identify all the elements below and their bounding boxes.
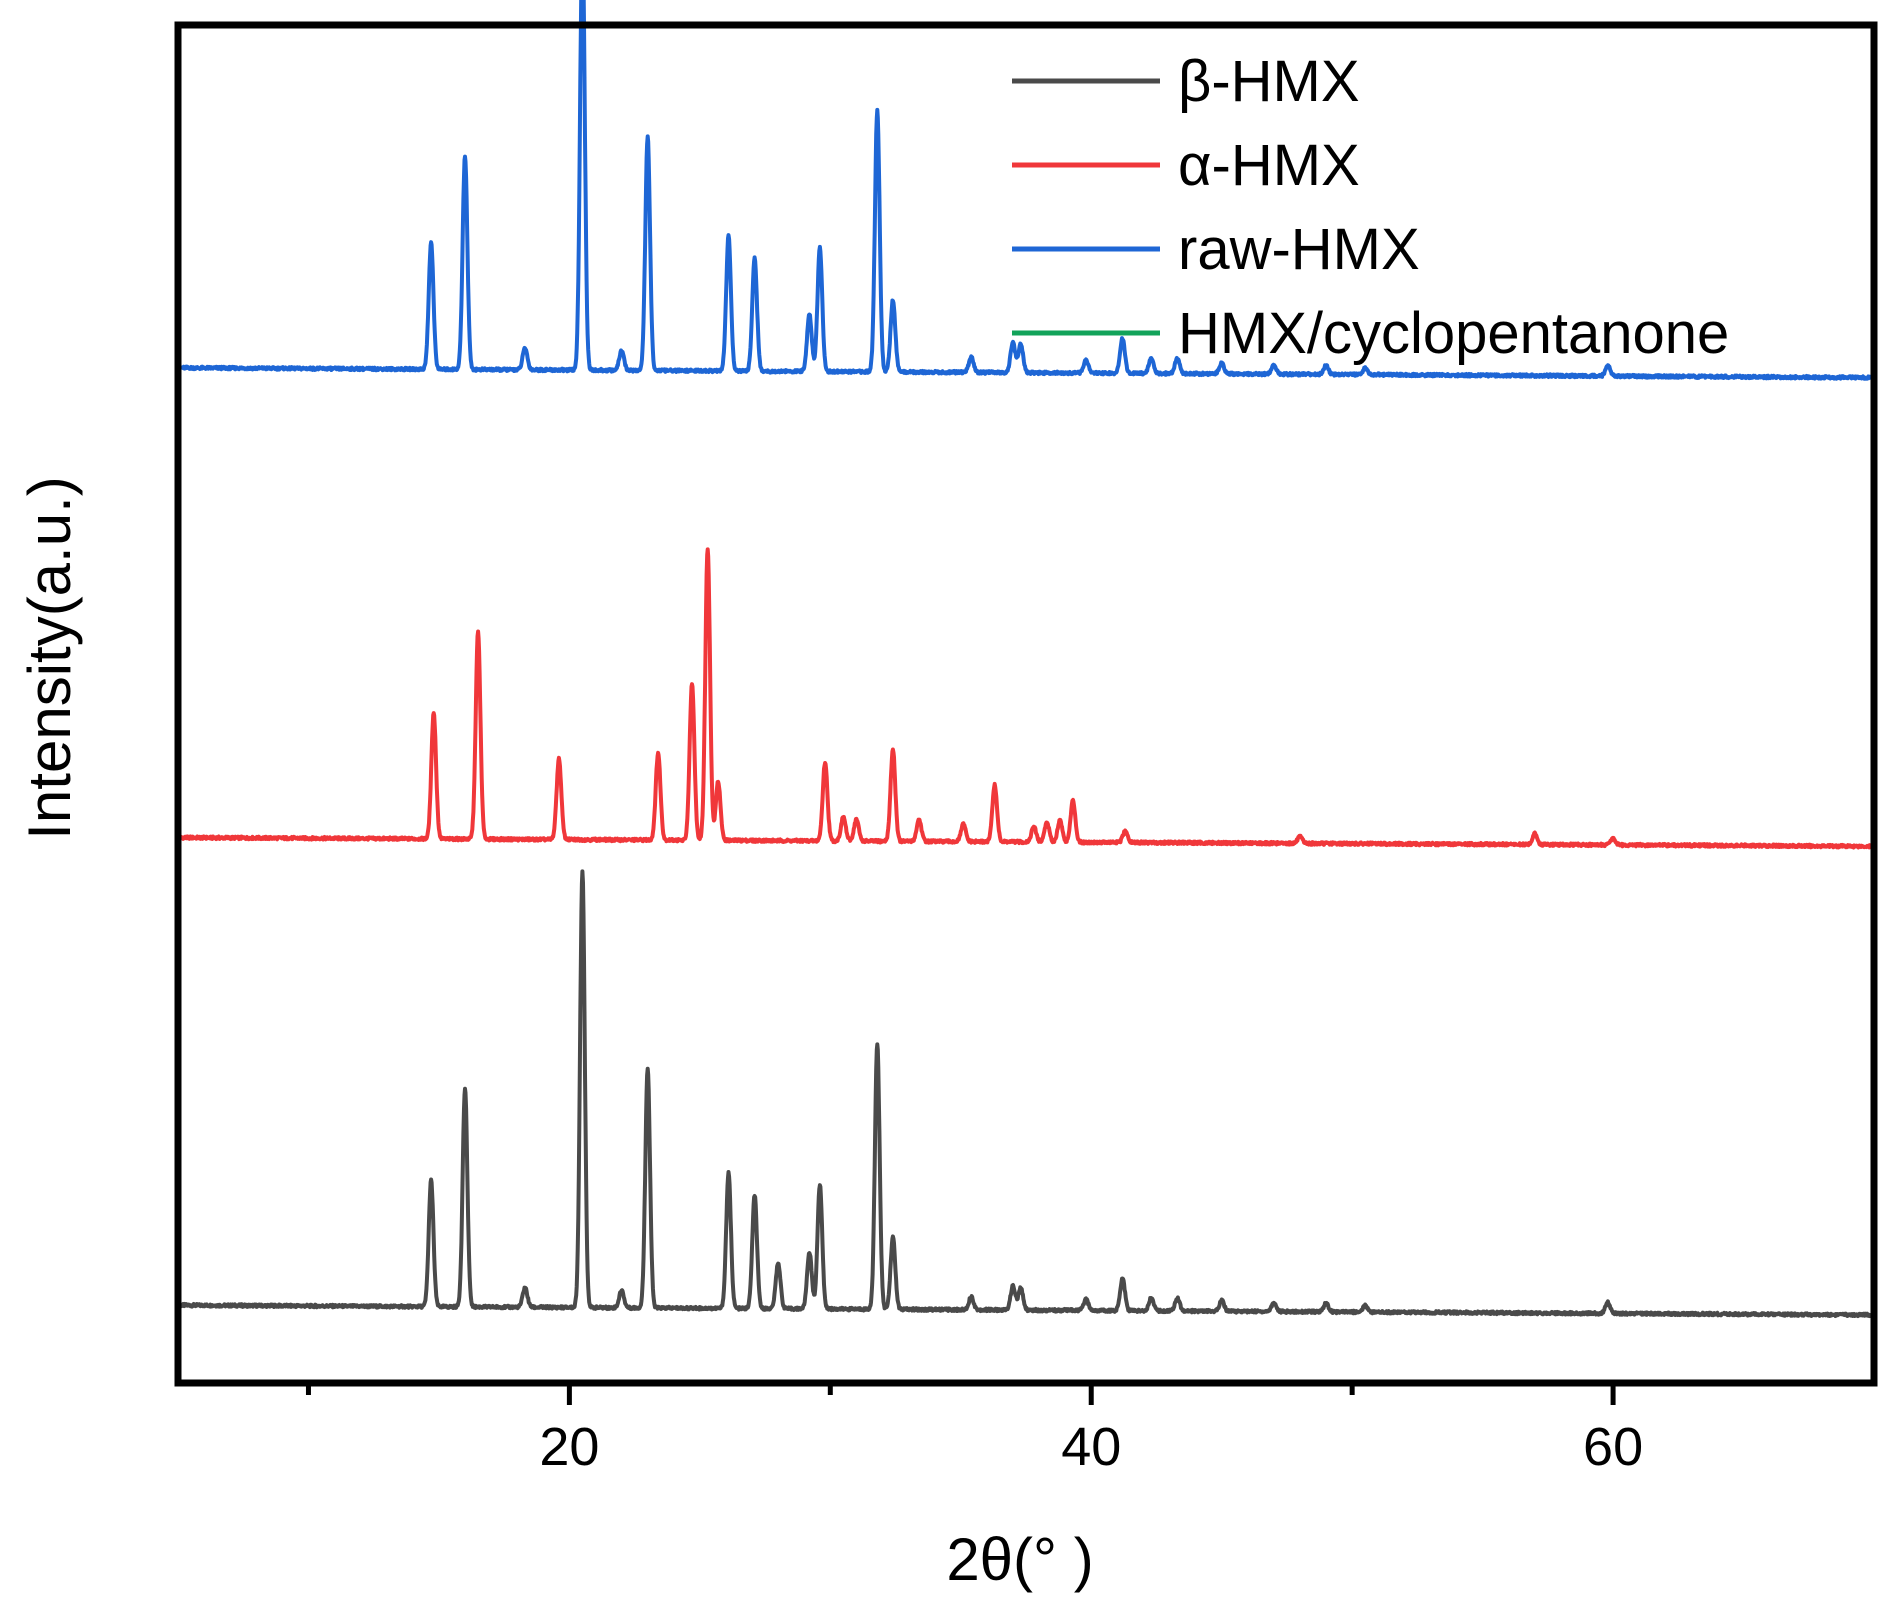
x-tick-label: 60 — [1583, 1417, 1643, 1477]
plot-frame — [174, 21, 1878, 1387]
tick-layer: 20 40 60 — [305, 1383, 1643, 1477]
legend: β-HMX α-HMX raw-HMX HMX/cyclopentanone — [1012, 49, 1729, 366]
legend-item: HMX/cyclopentanone — [1012, 301, 1729, 366]
y-axis-title: Intensity(a.u.) — [16, 476, 83, 840]
legend-label: α-HMX — [1178, 133, 1360, 198]
x-tick-label: 40 — [1061, 1417, 1121, 1477]
series-layer — [176, 0, 1876, 1319]
x-tick-label: 20 — [539, 1417, 599, 1477]
series-line-2 — [176, 0, 1876, 381]
legend-label: HMX/cyclopentanone — [1178, 301, 1729, 366]
series-0 — [176, 869, 1876, 1319]
legend-item: β-HMX — [1012, 49, 1360, 114]
legend-item: α-HMX — [1012, 133, 1360, 198]
series-line-1 — [176, 547, 1876, 850]
x-axis-title: 2θ(° ) — [946, 1526, 1093, 1593]
legend-label: β-HMX — [1178, 49, 1360, 114]
series-1 — [176, 547, 1876, 850]
legend-item: raw-HMX — [1012, 217, 1420, 282]
series-line-0 — [176, 869, 1876, 1319]
series-2 — [176, 0, 1876, 381]
legend-label: raw-HMX — [1178, 217, 1420, 282]
